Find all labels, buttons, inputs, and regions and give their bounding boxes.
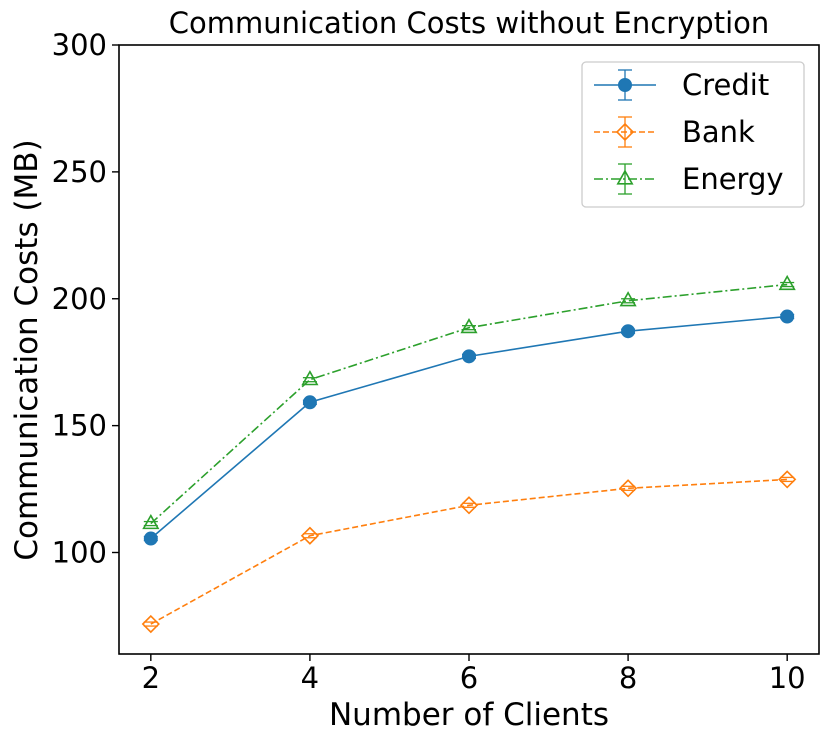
series-energy — [142, 274, 796, 530]
series-bank — [141, 470, 797, 634]
data-point — [618, 479, 638, 498]
y-tick-label: 200 — [52, 282, 107, 316]
legend-label: Credit — [682, 68, 769, 102]
legend-marker — [618, 78, 632, 92]
data-point — [141, 614, 160, 634]
data-point — [143, 531, 158, 546]
series-layer — [141, 274, 797, 634]
legend-label: Energy — [682, 162, 784, 196]
y-tick-label: 150 — [52, 409, 107, 443]
data-point — [142, 513, 160, 530]
data-point — [462, 349, 476, 364]
legend: Credit Bank Energy — [581, 61, 805, 208]
series-line — [150, 478, 788, 625]
data-point — [621, 324, 636, 339]
series-credit — [143, 309, 795, 546]
legend-marker — [615, 122, 635, 142]
x-axis-label: Number of Clients — [329, 697, 609, 733]
x-tick-label: 4 — [301, 661, 319, 695]
data-point — [778, 470, 797, 489]
y-axis-label: Communication Costs (MB) — [9, 139, 45, 560]
x-tick-label: 8 — [619, 661, 637, 695]
data-point — [459, 496, 479, 515]
legend-item-energy: Energy — [594, 162, 784, 196]
x-tick-label: 6 — [460, 661, 478, 695]
x-tick-label: 10 — [769, 661, 806, 695]
series-line — [150, 283, 788, 525]
data-point — [780, 309, 795, 324]
data-point — [460, 318, 478, 334]
data-point — [778, 274, 796, 291]
y-tick-label: 100 — [52, 536, 107, 570]
legend-label: Bank — [682, 115, 755, 149]
legend-item-bank: Bank — [594, 115, 755, 149]
legend-box — [581, 61, 805, 208]
axes-ticks: 2 4 6 8 10 100 150 200 250 300 — [52, 28, 806, 695]
data-point — [300, 526, 320, 545]
x-tick-label: 2 — [142, 661, 160, 695]
legend-marker — [616, 169, 634, 185]
y-tick-label: 250 — [52, 155, 107, 189]
chart-title: Communication Costs without Encryption — [169, 6, 770, 40]
data-point — [301, 370, 319, 386]
data-point — [619, 291, 637, 307]
data-point — [302, 395, 317, 410]
y-tick-label: 300 — [52, 28, 107, 62]
legend-item-credit: Credit — [594, 68, 769, 102]
